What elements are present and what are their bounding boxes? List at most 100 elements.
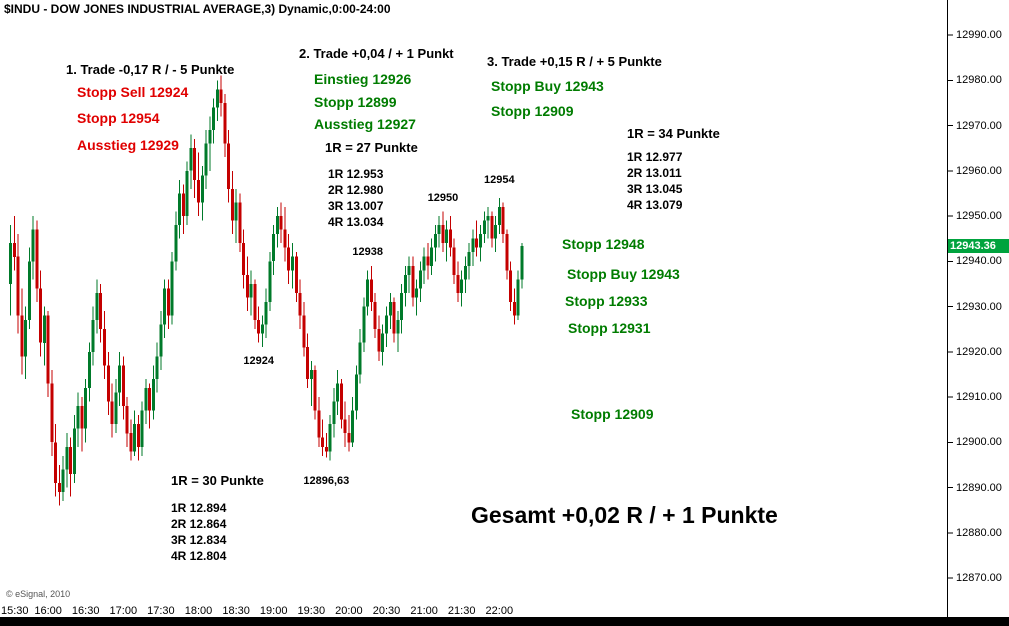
trade3-target-2r: 2R 13.011: [627, 166, 682, 180]
candle-body: [155, 356, 159, 379]
candle-body: [336, 383, 340, 402]
candle-body: [385, 315, 388, 334]
candle-body: [373, 302, 377, 330]
candle-body: [76, 406, 80, 429]
trade3-target-3r: 3R 13.045: [627, 182, 683, 196]
trade1-targets: 1R 12.894 2R 12.864 3R 12.834 4R 12.804: [171, 500, 226, 564]
candle-body: [377, 329, 381, 352]
trade3-trailing-stop-3: Stopp 12933: [565, 293, 648, 309]
x-axis-label: 18:00: [184, 605, 213, 617]
candle-body: [50, 383, 54, 443]
candle-body: [91, 320, 95, 352]
candle-body: [392, 302, 396, 334]
candle-body: [306, 347, 309, 379]
candle-body: [249, 283, 253, 298]
candle-body: [257, 320, 261, 334]
candle-body: [467, 252, 471, 266]
price-annotation: 12950: [426, 191, 460, 204]
candle-body: [31, 229, 35, 262]
candle-body: [370, 279, 373, 302]
candle-body: [9, 243, 12, 284]
trade3-trailing-stop-2: Stopp Buy 12943: [567, 266, 680, 282]
candle-body: [268, 261, 272, 302]
x-axis-label: 20:30: [372, 605, 401, 617]
trade3-trailing-stop-1: Stopp 12948: [562, 236, 645, 252]
trade1-stopp: Stopp 12954: [77, 110, 160, 126]
candle-body: [354, 374, 358, 411]
trade3-target-4r: 4R 13.079: [627, 198, 683, 212]
candle-body: [80, 406, 84, 429]
candle-body: [366, 279, 370, 307]
candle-body: [16, 256, 20, 316]
candle-body: [129, 433, 133, 452]
trade1-target-4r: 4R 12.804: [171, 549, 227, 563]
candle-body: [72, 428, 76, 474]
candle-body: [106, 365, 110, 402]
candle-body: [343, 419, 347, 434]
candle-body: [426, 256, 430, 266]
trade3-risk: 1R = 34 Punkte: [627, 126, 720, 141]
trade3-targets: 1R 12.977 2R 13.011 3R 13.045 4R 13.079: [627, 149, 682, 213]
y-axis-label: 12900.00: [956, 436, 1002, 449]
candle-body: [234, 202, 238, 221]
candle-body: [339, 383, 343, 420]
y-axis-label: 12990.00: [956, 29, 1002, 41]
candle-body: [185, 170, 189, 217]
candle-body: [61, 469, 65, 492]
trade2-targets: 1R 12.953 2R 12.980 3R 13.007 4R 13.034: [328, 166, 383, 230]
candle-body: [291, 256, 294, 271]
price-annotation: 12924: [242, 354, 275, 367]
candle-body: [57, 483, 61, 493]
x-axis-label: 22:00: [485, 605, 514, 617]
trade2-target-4r: 4R 13.034: [328, 215, 384, 229]
trade1-target-2r: 2R 12.864: [171, 517, 227, 531]
candle-body: [512, 302, 516, 316]
y-axis-label: 12940.00: [956, 255, 1002, 268]
candle-body: [264, 302, 268, 325]
candle-body: [351, 410, 355, 443]
x-axis-label: 17:30: [147, 605, 175, 617]
last-price-badge: 12943.36: [948, 239, 1009, 254]
candle-body: [163, 288, 167, 325]
candle-body: [520, 246, 524, 280]
candle-body: [27, 261, 31, 321]
y-axis-label: 12970.00: [956, 119, 1002, 132]
trade2-target-2r: 2R 12.980: [328, 183, 384, 197]
candle-body: [407, 265, 411, 275]
candle-body: [490, 216, 494, 239]
candle-body: [283, 229, 287, 248]
trade1-target-3r: 3R 12.834: [171, 533, 227, 547]
candle-body: [84, 388, 88, 429]
chart-title: $INDU - DOW JONES INDUSTRIAL AVERAGE,3) …: [4, 2, 391, 16]
candle-body: [219, 89, 223, 103]
esignal-watermark: © eSignal, 2010: [6, 589, 71, 599]
trade2-einstieg: Einstieg 12926: [314, 71, 412, 87]
candle-body: [287, 247, 291, 271]
x-axis-label: 18:30: [222, 605, 250, 617]
candle-body: [430, 247, 434, 266]
candle-body: [242, 243, 246, 275]
candle-body: [471, 238, 475, 253]
trade1-risk: 1R = 30 Punkte: [171, 473, 264, 488]
y-axis-label: 12870.00: [956, 572, 1002, 584]
candle-body: [69, 446, 73, 474]
candle-body: [65, 446, 69, 470]
trade3-stopp: Stopp 12909: [491, 103, 574, 119]
trade2-target-3r: 3R 13.007: [328, 199, 384, 213]
y-axis-label: 12960.00: [956, 164, 1002, 177]
candle-body: [452, 247, 456, 275]
candle-body: [54, 442, 58, 483]
candle-body: [88, 351, 91, 388]
candle-body: [245, 274, 249, 298]
candle-body: [298, 292, 302, 316]
candle-body: [317, 410, 321, 438]
candle-body: [516, 279, 520, 316]
candle-body: [110, 401, 114, 425]
candle-body: [170, 261, 174, 316]
y-axis-label: 12890.00: [956, 481, 1002, 494]
candle-body: [328, 424, 332, 452]
trade1-header: 1. Trade -0,17 R / - 5 Punkte: [66, 62, 235, 77]
candle-body: [381, 333, 385, 352]
trade2-target-1r: 1R 12.953: [328, 167, 384, 181]
